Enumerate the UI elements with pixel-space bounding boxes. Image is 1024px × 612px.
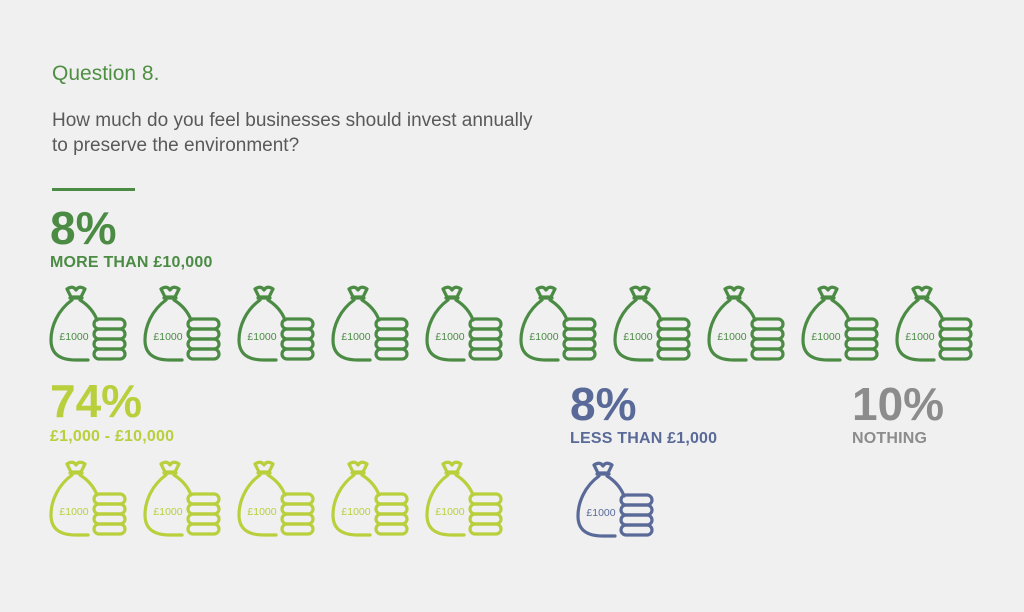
divider (52, 188, 135, 191)
money-bag-icon: £1000 (706, 282, 786, 362)
label-1000-10000: £1,000 - £10,000 (50, 428, 175, 445)
svg-text:£1000: £1000 (341, 331, 370, 343)
percent-less-than-1000: 8% (570, 378, 637, 430)
money-bag-icon: £1000 (330, 457, 410, 537)
percent-more-than-10000: 8% (50, 202, 117, 254)
question-text: How much do you feel businesses should i… (52, 108, 612, 158)
money-bag-icon: £1000 (236, 457, 316, 537)
money-bag-icon: £1000 (894, 282, 974, 362)
label-more-than-10000: MORE THAN £10,000 (50, 254, 213, 271)
money-bag-icon: £1000 (575, 458, 655, 538)
svg-text:£1000: £1000 (247, 506, 276, 518)
money-bag-icon: £1000 (48, 457, 128, 537)
money-bag-icon: £1000 (518, 282, 598, 362)
money-bag-icon: £1000 (800, 282, 880, 362)
money-bag-icon: £1000 (142, 457, 222, 537)
svg-text:£1000: £1000 (586, 507, 615, 519)
svg-text:£1000: £1000 (153, 506, 182, 518)
svg-text:£1000: £1000 (811, 331, 840, 343)
svg-text:£1000: £1000 (905, 331, 934, 343)
svg-text:£1000: £1000 (153, 331, 182, 343)
svg-text:£1000: £1000 (623, 331, 652, 343)
money-bag-icon: £1000 (612, 282, 692, 362)
money-bag-icon: £1000 (330, 282, 410, 362)
question-text-line-2: to preserve the environment? (52, 135, 300, 156)
svg-text:£1000: £1000 (529, 331, 558, 343)
money-bag-icon: £1000 (236, 282, 316, 362)
money-bag-icon: £1000 (142, 282, 222, 362)
label-less-than-1000: LESS THAN £1,000 (570, 430, 718, 447)
svg-text:£1000: £1000 (717, 331, 746, 343)
money-bag-icon: £1000 (48, 282, 128, 362)
question-text-line-1: How much do you feel businesses should i… (52, 110, 533, 131)
question-number: Question 8. (52, 62, 160, 85)
svg-text:£1000: £1000 (341, 506, 370, 518)
svg-text:£1000: £1000 (59, 331, 88, 343)
money-bag-icon: £1000 (424, 282, 504, 362)
money-bag-icon: £1000 (424, 457, 504, 537)
svg-text:£1000: £1000 (59, 506, 88, 518)
label-nothing: NOTHING (852, 430, 928, 447)
percent-nothing: 10% (852, 378, 945, 430)
svg-text:£1000: £1000 (435, 506, 464, 518)
percent-1000-10000: 74% (50, 375, 143, 427)
svg-text:£1000: £1000 (247, 331, 276, 343)
svg-text:£1000: £1000 (435, 331, 464, 343)
